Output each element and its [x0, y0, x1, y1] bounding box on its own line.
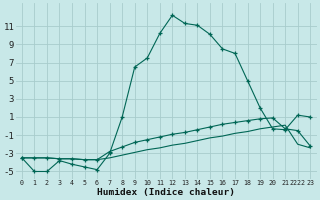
X-axis label: Humidex (Indice chaleur): Humidex (Indice chaleur)	[97, 188, 235, 197]
